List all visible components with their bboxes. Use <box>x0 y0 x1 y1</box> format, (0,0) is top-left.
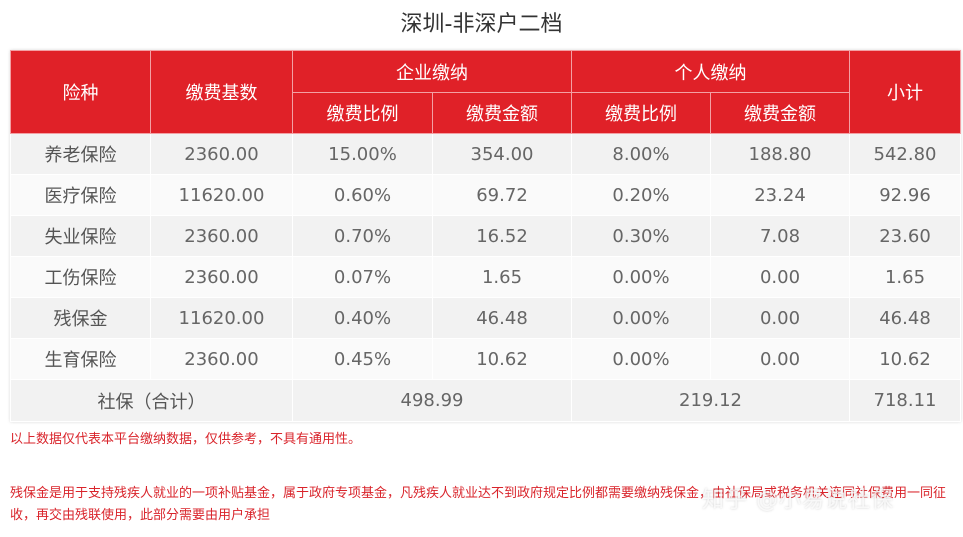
header-company-rate: 缴费比例 <box>292 92 433 134</box>
cell-personal-rate: 0.00% <box>571 338 711 380</box>
cell-subtotal: 542.80 <box>849 133 961 175</box>
insurance-table: 险种 缴费基数 企业缴纳 个人缴纳 小计 缴费比例 缴费金额 缴费比例 缴费金额… <box>10 50 961 422</box>
header-subtotal: 小计 <box>849 50 961 134</box>
cell-company-rate: 0.60% <box>292 174 433 216</box>
cell-personal-amount: 0.00 <box>710 297 850 339</box>
cell-company-rate: 0.45% <box>292 338 433 380</box>
cell-subtotal: 1.65 <box>849 256 961 298</box>
cell-company-amount: 354.00 <box>432 133 572 175</box>
cell-personal-amount: 7.08 <box>710 215 850 257</box>
cell-personal-rate: 0.00% <box>571 297 711 339</box>
table-row: 残保金 11620.00 0.40% 46.48 0.00% 0.00 46.4… <box>10 297 961 339</box>
cell-name: 养老保险 <box>10 133 151 175</box>
cell-company-amount: 1.65 <box>432 256 572 298</box>
cell-personal-rate: 0.00% <box>571 256 711 298</box>
cell-base: 2360.00 <box>150 338 293 380</box>
total-subtotal: 718.11 <box>849 379 961 422</box>
cell-base: 11620.00 <box>150 297 293 339</box>
cell-company-amount: 69.72 <box>432 174 572 216</box>
table-header: 险种 缴费基数 企业缴纳 个人缴纳 小计 缴费比例 缴费金额 缴费比例 缴费金额 <box>10 50 961 134</box>
cell-subtotal: 10.62 <box>849 338 961 380</box>
cell-base: 2360.00 <box>150 215 293 257</box>
cell-personal-rate: 0.20% <box>571 174 711 216</box>
cell-personal-amount: 0.00 <box>710 256 850 298</box>
cell-personal-amount: 188.80 <box>710 133 850 175</box>
table-row: 失业保险 2360.00 0.70% 16.52 0.30% 7.08 23.6… <box>10 215 961 257</box>
cell-company-rate: 0.40% <box>292 297 433 339</box>
header-personal: 个人缴纳 <box>571 50 850 93</box>
page-title: 深圳-非深户二档 <box>400 12 563 37</box>
cell-company-rate: 0.07% <box>292 256 433 298</box>
total-company: 498.99 <box>292 379 572 422</box>
watermark: 知乎 @小易说社保 <box>702 488 894 513</box>
cell-base: 11620.00 <box>150 174 293 216</box>
cell-base: 2360.00 <box>150 256 293 298</box>
total-row: 社保（合计） 498.99 219.12 718.11 <box>10 379 961 422</box>
cell-subtotal: 23.60 <box>849 215 961 257</box>
total-personal: 219.12 <box>571 379 850 422</box>
cell-name: 失业保险 <box>10 215 151 257</box>
cell-base: 2360.00 <box>150 133 293 175</box>
header-personal-amount: 缴费金额 <box>710 92 850 134</box>
disability-fund-note: 残保金是用于支持残疾人就业的一项补贴基金，属于政府专项基金，凡残疾人就业达不到政… <box>10 486 947 523</box>
cell-company-amount: 16.52 <box>432 215 572 257</box>
cell-company-rate: 15.00% <box>292 133 433 175</box>
cell-subtotal: 92.96 <box>849 174 961 216</box>
disclaimer-note: 以上数据仅代表本平台缴纳数据，仅供参考，不具有通用性。 <box>10 432 362 447</box>
table-row: 生育保险 2360.00 0.45% 10.62 0.00% 0.00 10.6… <box>10 338 961 380</box>
cell-personal-amount: 0.00 <box>710 338 850 380</box>
cell-subtotal: 46.48 <box>849 297 961 339</box>
table-row: 养老保险 2360.00 15.00% 354.00 8.00% 188.80 … <box>10 133 961 175</box>
cell-name: 生育保险 <box>10 338 151 380</box>
cell-name: 医疗保险 <box>10 174 151 216</box>
table-row: 医疗保险 11620.00 0.60% 69.72 0.20% 23.24 92… <box>10 174 961 216</box>
cell-personal-rate: 8.00% <box>571 133 711 175</box>
cell-name: 残保金 <box>10 297 151 339</box>
total-label: 社保（合计） <box>10 379 293 422</box>
header-type: 险种 <box>10 50 151 134</box>
cell-company-amount: 46.48 <box>432 297 572 339</box>
header-base: 缴费基数 <box>150 50 293 134</box>
header-personal-rate: 缴费比例 <box>571 92 711 134</box>
cell-personal-amount: 23.24 <box>710 174 850 216</box>
table-row: 工伤保险 2360.00 0.07% 1.65 0.00% 0.00 1.65 <box>10 256 961 298</box>
header-company: 企业缴纳 <box>292 50 572 93</box>
cell-personal-rate: 0.30% <box>571 215 711 257</box>
cell-name: 工伤保险 <box>10 256 151 298</box>
cell-company-rate: 0.70% <box>292 215 433 257</box>
header-company-amount: 缴费金额 <box>432 92 572 134</box>
cell-company-amount: 10.62 <box>432 338 572 380</box>
